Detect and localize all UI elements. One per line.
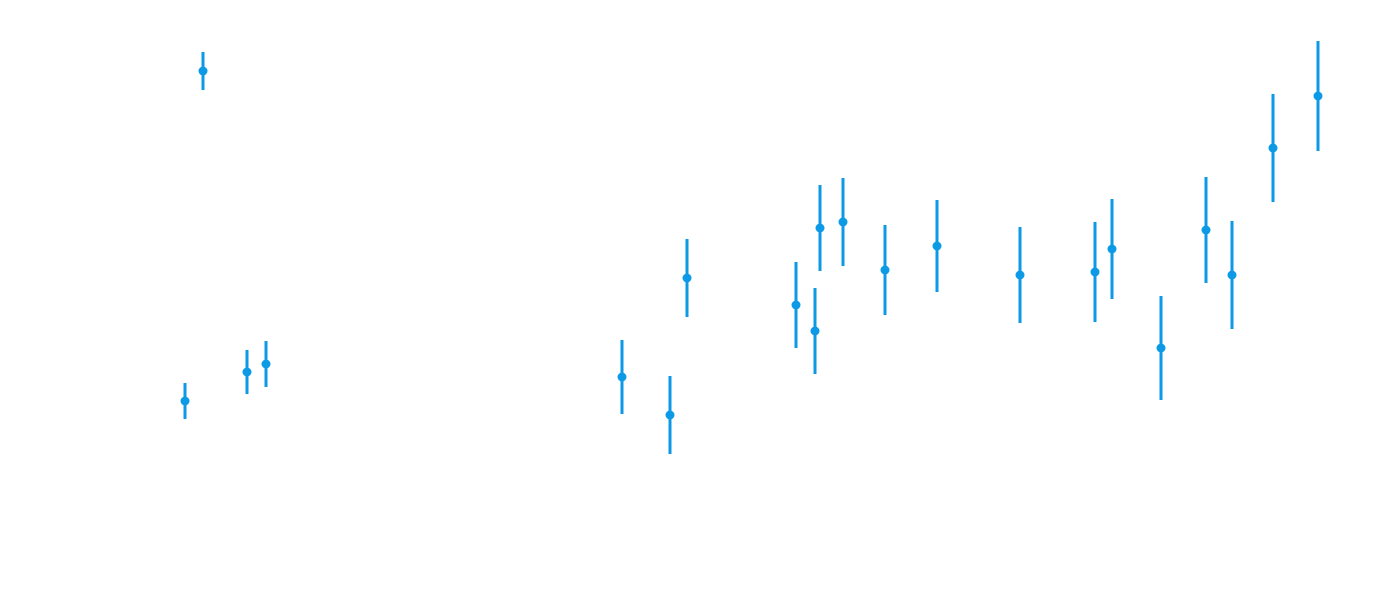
data-point-8 <box>791 262 801 348</box>
data-point-19 <box>1227 221 1237 329</box>
data-point-16 <box>1107 199 1117 299</box>
data-point-18 <box>1201 177 1211 283</box>
data-point-10 <box>815 185 825 271</box>
data-point-5 <box>617 340 627 414</box>
point-marker <box>1156 343 1166 353</box>
point-marker <box>838 217 848 227</box>
point-marker <box>810 326 820 336</box>
data-point-11 <box>838 178 848 266</box>
point-marker <box>1201 225 1211 235</box>
point-marker <box>1107 244 1117 254</box>
data-point-2 <box>198 52 208 90</box>
point-marker <box>261 359 271 369</box>
point-marker <box>1313 91 1323 101</box>
point-marker <box>932 241 942 251</box>
data-point-13 <box>932 200 942 292</box>
data-point-14 <box>1015 227 1025 323</box>
data-point-4 <box>261 341 271 387</box>
point-marker <box>1090 267 1100 277</box>
point-marker <box>180 396 190 406</box>
data-point-9 <box>810 288 820 374</box>
point-marker <box>1015 270 1025 280</box>
data-point-21 <box>1313 41 1323 151</box>
point-marker <box>198 66 208 76</box>
data-point-17 <box>1156 296 1166 400</box>
series-marks <box>180 41 1323 454</box>
point-marker <box>815 223 825 233</box>
point-marker <box>242 367 252 377</box>
point-marker <box>791 300 801 310</box>
data-point-7 <box>682 239 692 317</box>
point-marker <box>665 410 675 420</box>
data-point-20 <box>1268 94 1278 202</box>
point-marker <box>1227 270 1237 280</box>
point-marker <box>617 372 627 382</box>
data-point-3 <box>242 350 252 394</box>
data-point-1 <box>180 383 190 419</box>
point-marker <box>1268 143 1278 153</box>
data-point-6 <box>665 376 675 454</box>
point-marker <box>682 273 692 283</box>
point-marker <box>880 265 890 275</box>
data-point-12 <box>880 225 890 315</box>
data-point-15 <box>1090 222 1100 322</box>
